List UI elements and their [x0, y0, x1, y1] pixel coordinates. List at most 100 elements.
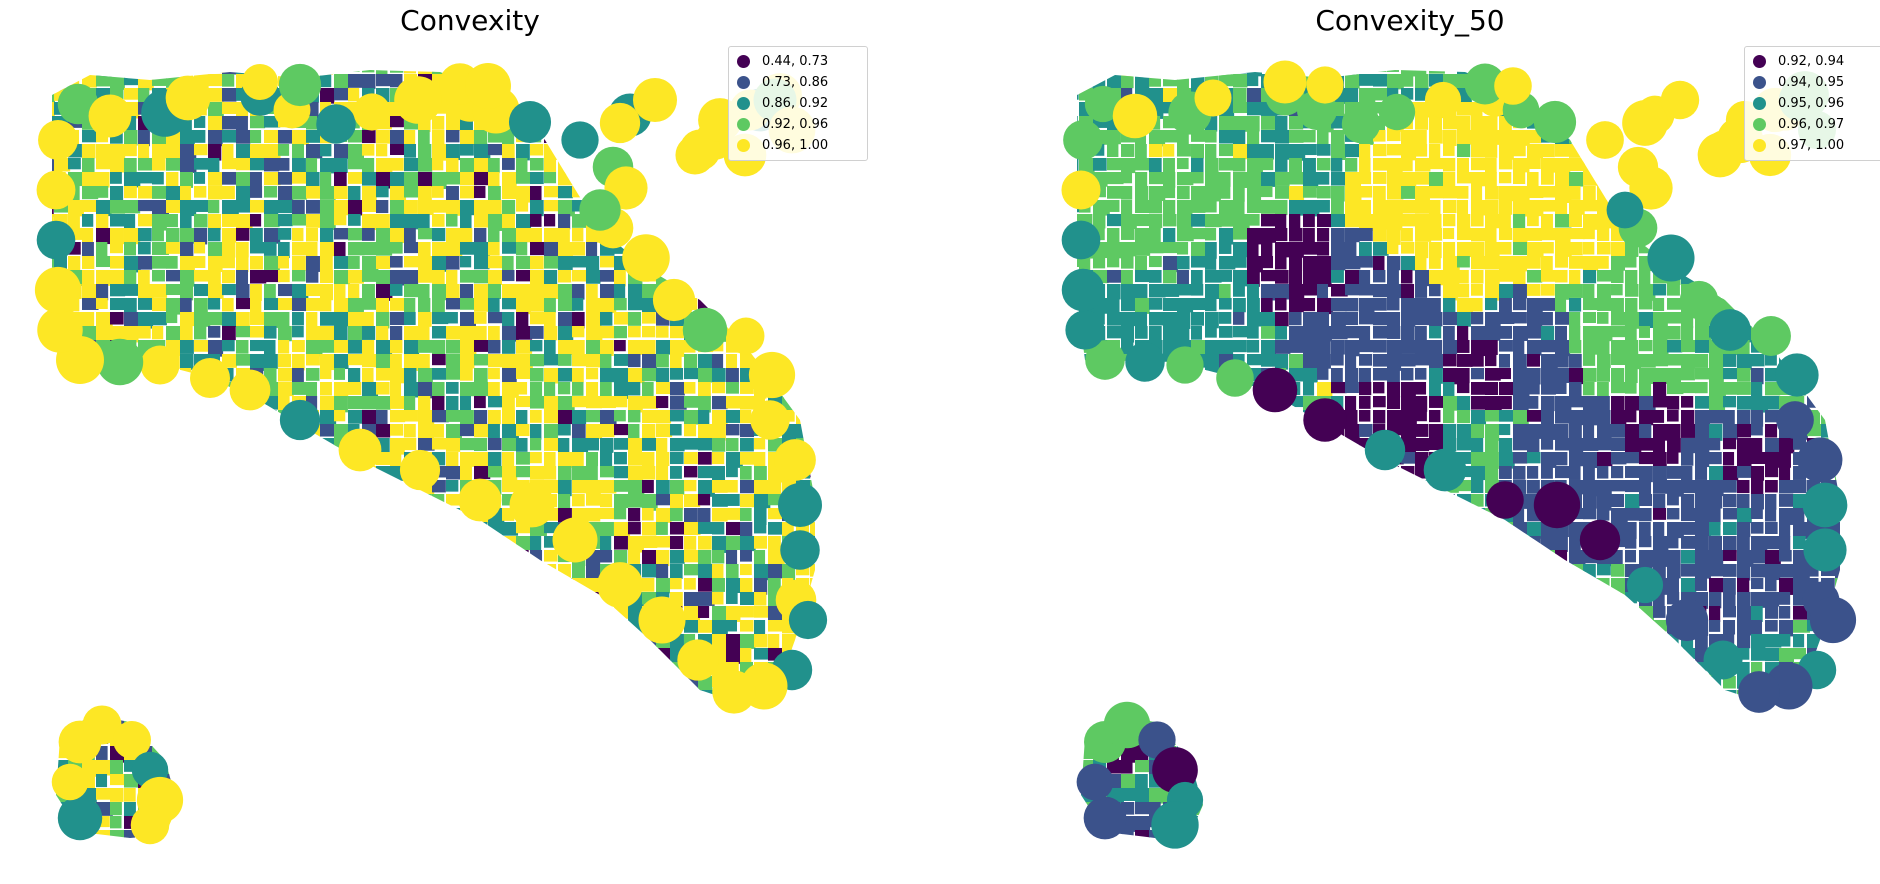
map-region [1723, 270, 1735, 283]
map-region [390, 214, 405, 229]
map-region [208, 676, 223, 689]
map-region [1793, 284, 1809, 301]
map-region [1429, 298, 1441, 315]
map-region [516, 844, 532, 860]
map-region [390, 256, 403, 268]
map-region [376, 368, 391, 381]
map-region [1233, 74, 1248, 88]
map-region [236, 270, 249, 287]
map-region [698, 70, 713, 77]
map-region [460, 802, 474, 817]
map-region [1723, 228, 1735, 243]
map-region [1443, 368, 1460, 385]
map-region [124, 648, 136, 660]
map-region [222, 200, 239, 216]
map-region [740, 816, 752, 828]
map-region [824, 172, 836, 183]
map-region [1471, 424, 1485, 439]
map-region [824, 648, 835, 662]
map-region [614, 508, 627, 520]
map-region [670, 186, 684, 202]
map-region [1415, 228, 1432, 242]
map-region [1401, 228, 1413, 242]
map-region [54, 438, 68, 453]
map-region [306, 578, 318, 594]
map-region [152, 74, 167, 86]
map-region [824, 228, 839, 243]
map-region [712, 844, 728, 858]
map-region [1429, 368, 1443, 384]
map-region [432, 620, 444, 632]
map-region [222, 424, 236, 439]
map-region [1331, 438, 1344, 454]
map-region [642, 578, 655, 592]
map-region [572, 312, 585, 329]
map-region [1485, 256, 1502, 270]
map-region [1387, 172, 1403, 188]
map-region [1177, 70, 1193, 76]
map-region [250, 340, 267, 352]
map-region [138, 704, 153, 717]
map-region [1485, 410, 1501, 422]
map-region [670, 368, 684, 380]
map-region [180, 620, 197, 632]
map-region [1541, 340, 1557, 353]
map-region [1821, 186, 1837, 203]
map-region [642, 466, 656, 480]
map-region [418, 382, 434, 399]
map-region [516, 326, 533, 340]
map-region [334, 620, 348, 632]
map-region [264, 200, 279, 217]
map-region [530, 312, 545, 325]
map-region [460, 592, 477, 608]
map-region [292, 830, 306, 838]
map-region [1709, 102, 1722, 117]
map-region [544, 158, 557, 172]
map-region [306, 830, 319, 838]
map-region [1611, 340, 1628, 356]
map-region [54, 550, 66, 567]
map-region [488, 228, 500, 244]
map-region [474, 564, 487, 579]
map-region [1387, 410, 1404, 427]
map-region [306, 732, 323, 747]
map-region [642, 662, 658, 675]
map-region [754, 648, 769, 660]
map-region [124, 144, 137, 157]
map-region [782, 270, 795, 284]
map-region [530, 844, 542, 859]
map-region [586, 382, 599, 398]
map-region [264, 480, 279, 496]
map-region [152, 606, 166, 619]
map-region [1709, 70, 1722, 76]
map-region [1331, 214, 1346, 227]
map-region [1163, 144, 1175, 157]
map-region [684, 186, 698, 199]
map-region [754, 172, 768, 189]
map-region [292, 354, 305, 371]
map-region [474, 606, 488, 619]
map-region [1443, 298, 1456, 314]
map-region [264, 592, 279, 606]
map-region [558, 88, 571, 102]
map-region [1387, 186, 1404, 200]
map-region [138, 396, 155, 413]
map-region [236, 732, 250, 748]
map-region [166, 326, 182, 341]
map-region [418, 718, 432, 731]
map-region [1135, 74, 1150, 89]
map-region [390, 382, 402, 399]
map-region [306, 522, 319, 535]
map-region [712, 830, 726, 838]
map-region [222, 214, 237, 227]
map-region [614, 270, 626, 287]
map-region [544, 312, 556, 327]
map-region [418, 746, 435, 761]
map-region [1541, 284, 1555, 296]
map-region [586, 830, 602, 838]
map-region [1597, 298, 1614, 311]
map-region [1317, 242, 1330, 256]
map-region [152, 186, 168, 199]
map-region [1849, 340, 1864, 353]
map-region [110, 70, 124, 72]
